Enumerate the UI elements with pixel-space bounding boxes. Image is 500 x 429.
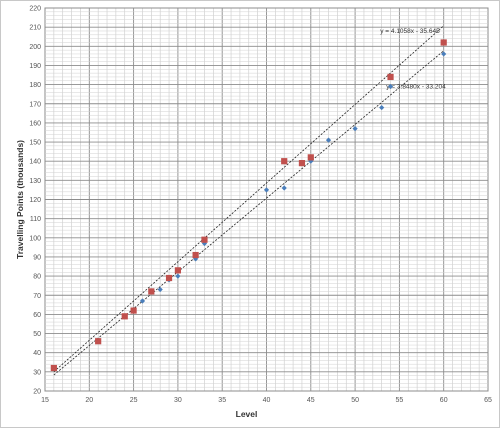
y-tick-label: 80 [33,274,41,281]
data-point-square [201,236,208,243]
data-point-square [281,158,288,165]
data-point-square [130,307,137,314]
y-tick-label: 130 [29,178,41,185]
y-tick-label: 220 [29,6,41,13]
y-tick-label: 170 [29,101,41,108]
data-point-diamond [139,298,146,304]
data-point-square [307,154,314,161]
y-tick-label: 150 [29,140,41,147]
data-point-square [387,73,394,81]
x-tick-label: 40 [263,397,271,404]
trendline [53,25,444,373]
data-point-square [165,274,173,282]
x-tick-label: 65 [484,397,492,404]
y-tick-label: 50 [33,331,41,338]
y-tick-label: 200 [29,44,41,51]
x-tick-label: 25 [130,397,138,404]
x-tick-label: 15 [41,397,49,404]
data-point-square [192,251,199,259]
data-point-square [95,338,102,345]
data-point-diamond [157,286,163,293]
data-point-square [440,39,447,46]
y-tick-label: 120 [29,197,41,204]
y-tick-label: 90 [33,254,41,261]
data-point-square [50,364,57,372]
data-point-diamond [441,51,447,57]
trendline [53,50,444,376]
x-tick-label: 45 [307,397,315,404]
x-tick-label: 60 [440,397,448,404]
x-tick-label: 20 [85,397,93,404]
y-tick-label: 160 [29,120,41,127]
x-tick-label: 55 [396,397,404,404]
data-point-diamond [281,185,287,191]
data-point-diamond [325,137,332,143]
x-tick-label: 35 [218,397,226,404]
data-point-diamond [175,273,181,279]
y-tick-label: 60 [33,312,41,319]
y-tick-label: 110 [30,216,41,223]
y-tick-label: 210 [29,25,41,32]
trendline-equation-label: y = 4.1058x - 35.645 [380,28,440,35]
x-axis-title: Level [236,409,258,419]
data-point-diamond [263,187,270,193]
x-tick-label: 30 [174,397,182,404]
y-tick-label: 140 [29,159,41,166]
data-point-diamond [379,104,385,111]
x-tick-label: 50 [351,397,359,404]
y-tick-label: 40 [33,350,41,357]
y-tick-label: 20 [33,389,41,396]
data-point-square [148,288,155,295]
data-point-diamond [352,126,358,132]
y-tick-label: 30 [33,369,41,376]
data-point-diamond [387,83,394,90]
data-point-square [174,267,181,274]
data-point-square [121,313,128,320]
data-point-square [298,160,306,167]
y-tick-label: 180 [29,82,41,89]
y-tick-label: 190 [29,63,41,70]
y-tick-label: 70 [33,293,41,300]
trendline-equation-label: y = 3.8480x - 33.204 [386,83,446,90]
y-tick-label: 100 [29,235,41,242]
y-axis-title: Travelling Points (thousands) [15,140,25,259]
